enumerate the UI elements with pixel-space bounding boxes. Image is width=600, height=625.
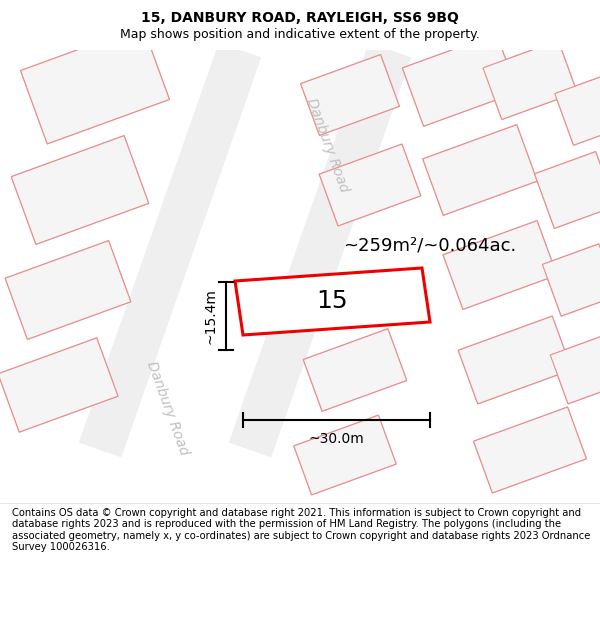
Text: ~15.4m: ~15.4m [204,288,218,344]
Polygon shape [535,152,600,228]
Polygon shape [458,316,572,404]
Polygon shape [0,338,118,432]
Polygon shape [319,144,421,226]
Polygon shape [79,42,261,457]
Text: Map shows position and indicative extent of the property.: Map shows position and indicative extent… [120,28,480,41]
Polygon shape [550,336,600,404]
Polygon shape [443,221,557,309]
Polygon shape [550,336,600,404]
Text: ~259m²/~0.064ac.: ~259m²/~0.064ac. [343,236,517,254]
Polygon shape [301,54,400,136]
Polygon shape [11,136,149,244]
Polygon shape [473,407,586,493]
Polygon shape [403,34,518,126]
Polygon shape [319,144,421,226]
Polygon shape [555,75,600,145]
Polygon shape [403,34,518,126]
Polygon shape [20,26,169,144]
Text: ~30.0m: ~30.0m [308,432,364,446]
Polygon shape [458,316,572,404]
Polygon shape [235,268,430,335]
Polygon shape [5,241,131,339]
Polygon shape [229,42,411,457]
Polygon shape [423,125,537,215]
Polygon shape [542,244,600,316]
Polygon shape [20,26,169,144]
Polygon shape [483,41,577,119]
Polygon shape [555,75,600,145]
Polygon shape [304,329,407,411]
Text: 15: 15 [317,289,349,314]
Polygon shape [443,221,557,309]
Polygon shape [0,338,118,432]
Polygon shape [294,415,396,495]
Text: 15, DANBURY ROAD, RAYLEIGH, SS6 9BQ: 15, DANBURY ROAD, RAYLEIGH, SS6 9BQ [141,11,459,25]
Polygon shape [535,152,600,228]
Polygon shape [304,329,407,411]
Polygon shape [301,54,400,136]
Text: Danbury Road: Danbury Road [304,96,352,194]
Text: Contains OS data © Crown copyright and database right 2021. This information is : Contains OS data © Crown copyright and d… [12,508,590,552]
Polygon shape [483,41,577,119]
Polygon shape [5,241,131,339]
Polygon shape [294,415,396,495]
Polygon shape [423,125,537,215]
Polygon shape [11,136,149,244]
Polygon shape [473,407,586,493]
Text: Danbury Road: Danbury Road [145,359,191,457]
Polygon shape [542,244,600,316]
